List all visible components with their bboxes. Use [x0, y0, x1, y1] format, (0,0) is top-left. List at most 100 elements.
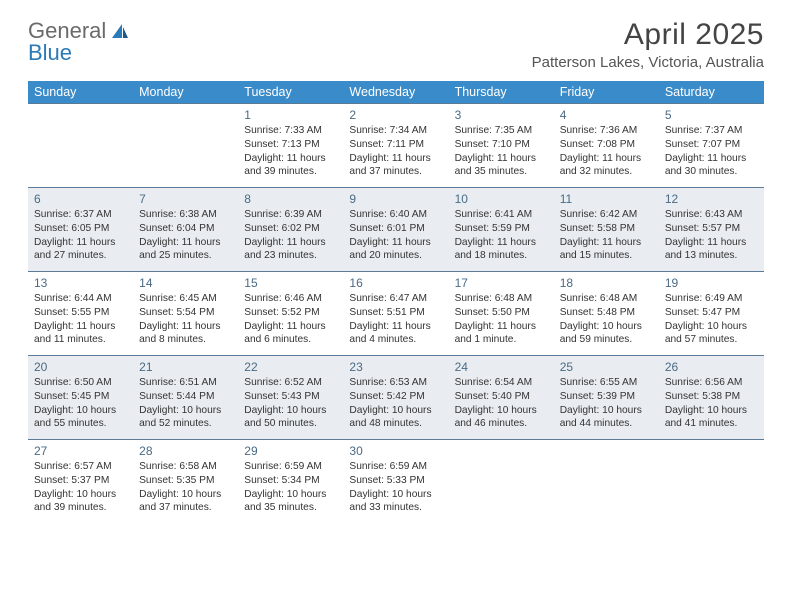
cell-line: Sunset: 6:02 PM	[244, 222, 337, 236]
calendar-cell: 22Sunrise: 6:52 AMSunset: 5:43 PMDayligh…	[238, 356, 343, 440]
cell-line: Daylight: 11 hours	[34, 236, 127, 250]
cell-line: and 23 minutes.	[244, 249, 337, 263]
cell-line: Sunrise: 6:54 AM	[455, 376, 548, 390]
cell-line: and 35 minutes.	[244, 501, 337, 515]
cell-line: and 39 minutes.	[244, 165, 337, 179]
day-number: 9	[349, 191, 442, 207]
day-number: 16	[349, 275, 442, 291]
calendar-cell: 19Sunrise: 6:49 AMSunset: 5:47 PMDayligh…	[659, 272, 764, 356]
cell-line: Sunset: 5:34 PM	[244, 474, 337, 488]
cell-line: and 32 minutes.	[560, 165, 653, 179]
week-row: 20Sunrise: 6:50 AMSunset: 5:45 PMDayligh…	[28, 356, 764, 440]
day-number: 27	[34, 443, 127, 459]
cell-line: and 41 minutes.	[665, 417, 758, 431]
calendar-cell: 9Sunrise: 6:40 AMSunset: 6:01 PMDaylight…	[343, 188, 448, 272]
day-number: 15	[244, 275, 337, 291]
cell-line: Daylight: 11 hours	[244, 152, 337, 166]
day-number: 1	[244, 107, 337, 123]
dayhead-wednesday: Wednesday	[343, 81, 448, 104]
cell-line: Daylight: 11 hours	[139, 320, 232, 334]
day-number: 2	[349, 107, 442, 123]
calendar-cell: 30Sunrise: 6:59 AMSunset: 5:33 PMDayligh…	[343, 440, 448, 524]
cell-line: Sunset: 5:52 PM	[244, 306, 337, 320]
cell-line: Daylight: 11 hours	[455, 236, 548, 250]
cell-line: and 48 minutes.	[349, 417, 442, 431]
calendar-cell: 16Sunrise: 6:47 AMSunset: 5:51 PMDayligh…	[343, 272, 448, 356]
day-number: 20	[34, 359, 127, 375]
calendar-table: Sunday Monday Tuesday Wednesday Thursday…	[28, 81, 764, 524]
calendar-cell: 1Sunrise: 7:33 AMSunset: 7:13 PMDaylight…	[238, 104, 343, 188]
cell-line: Sunset: 5:44 PM	[139, 390, 232, 404]
day-number: 29	[244, 443, 337, 459]
cell-line: and 37 minutes.	[139, 501, 232, 515]
cell-line: Daylight: 11 hours	[665, 236, 758, 250]
day-number: 18	[560, 275, 653, 291]
cell-line: Sunrise: 6:37 AM	[34, 208, 127, 222]
cell-line: Sunset: 5:51 PM	[349, 306, 442, 320]
calendar-cell: 29Sunrise: 6:59 AMSunset: 5:34 PMDayligh…	[238, 440, 343, 524]
cell-line: Daylight: 10 hours	[139, 488, 232, 502]
cell-line: Daylight: 11 hours	[560, 152, 653, 166]
cell-line: Sunrise: 7:37 AM	[665, 124, 758, 138]
cell-line: Sunrise: 6:43 AM	[665, 208, 758, 222]
cell-line: Sunset: 5:58 PM	[560, 222, 653, 236]
cell-line: Sunrise: 6:40 AM	[349, 208, 442, 222]
cell-line: Sunrise: 6:52 AM	[244, 376, 337, 390]
cell-line: Daylight: 11 hours	[349, 236, 442, 250]
logo-text-blue: Blue	[28, 40, 72, 66]
cell-line: and 57 minutes.	[665, 333, 758, 347]
cell-line: Sunrise: 6:41 AM	[455, 208, 548, 222]
cell-line: Sunset: 5:55 PM	[34, 306, 127, 320]
cell-line: Daylight: 11 hours	[139, 236, 232, 250]
calendar-cell: 17Sunrise: 6:48 AMSunset: 5:50 PMDayligh…	[449, 272, 554, 356]
cell-line: and 4 minutes.	[349, 333, 442, 347]
cell-line: Sunset: 5:59 PM	[455, 222, 548, 236]
calendar-cell: 14Sunrise: 6:45 AMSunset: 5:54 PMDayligh…	[133, 272, 238, 356]
week-row: 1Sunrise: 7:33 AMSunset: 7:13 PMDaylight…	[28, 104, 764, 188]
calendar-cell: 21Sunrise: 6:51 AMSunset: 5:44 PMDayligh…	[133, 356, 238, 440]
cell-line: Daylight: 11 hours	[244, 320, 337, 334]
calendar-cell: 13Sunrise: 6:44 AMSunset: 5:55 PMDayligh…	[28, 272, 133, 356]
cell-line: Sunrise: 6:44 AM	[34, 292, 127, 306]
day-number: 6	[34, 191, 127, 207]
calendar-cell: 5Sunrise: 7:37 AMSunset: 7:07 PMDaylight…	[659, 104, 764, 188]
cell-line: and 20 minutes.	[349, 249, 442, 263]
cell-line: Sunrise: 6:56 AM	[665, 376, 758, 390]
cell-line: Sunrise: 7:36 AM	[560, 124, 653, 138]
cell-line: Daylight: 10 hours	[244, 404, 337, 418]
day-header-row: Sunday Monday Tuesday Wednesday Thursday…	[28, 81, 764, 104]
cell-line: Sunset: 5:37 PM	[34, 474, 127, 488]
cell-line: and 6 minutes.	[244, 333, 337, 347]
cell-line: Sunrise: 6:58 AM	[139, 460, 232, 474]
cell-line: Sunset: 5:38 PM	[665, 390, 758, 404]
cell-line: and 35 minutes.	[455, 165, 548, 179]
calendar-cell: 23Sunrise: 6:53 AMSunset: 5:42 PMDayligh…	[343, 356, 448, 440]
cell-line: Sunrise: 6:48 AM	[560, 292, 653, 306]
cell-line: and 55 minutes.	[34, 417, 127, 431]
calendar-cell: 7Sunrise: 6:38 AMSunset: 6:04 PMDaylight…	[133, 188, 238, 272]
cell-line: and 30 minutes.	[665, 165, 758, 179]
cell-line: and 50 minutes.	[244, 417, 337, 431]
calendar-cell: 6Sunrise: 6:37 AMSunset: 6:05 PMDaylight…	[28, 188, 133, 272]
day-number: 30	[349, 443, 442, 459]
calendar-cell	[449, 440, 554, 524]
calendar-cell: 3Sunrise: 7:35 AMSunset: 7:10 PMDaylight…	[449, 104, 554, 188]
calendar-cell: 26Sunrise: 6:56 AMSunset: 5:38 PMDayligh…	[659, 356, 764, 440]
location-text: Patterson Lakes, Victoria, Australia	[532, 54, 764, 71]
cell-line: and 33 minutes.	[349, 501, 442, 515]
calendar-cell: 18Sunrise: 6:48 AMSunset: 5:48 PMDayligh…	[554, 272, 659, 356]
cell-line: Sunset: 5:47 PM	[665, 306, 758, 320]
cell-line: Daylight: 10 hours	[244, 488, 337, 502]
week-row: 13Sunrise: 6:44 AMSunset: 5:55 PMDayligh…	[28, 272, 764, 356]
week-row: 6Sunrise: 6:37 AMSunset: 6:05 PMDaylight…	[28, 188, 764, 272]
cell-line: Daylight: 11 hours	[349, 152, 442, 166]
cell-line: and 39 minutes.	[34, 501, 127, 515]
cell-line: Daylight: 10 hours	[560, 404, 653, 418]
day-number: 24	[455, 359, 548, 375]
cell-line: and 59 minutes.	[560, 333, 653, 347]
cell-line: Daylight: 10 hours	[34, 488, 127, 502]
calendar-cell	[133, 104, 238, 188]
calendar-cell: 27Sunrise: 6:57 AMSunset: 5:37 PMDayligh…	[28, 440, 133, 524]
title-block: April 2025 Patterson Lakes, Victoria, Au…	[532, 18, 764, 71]
cell-line: and 1 minute.	[455, 333, 548, 347]
